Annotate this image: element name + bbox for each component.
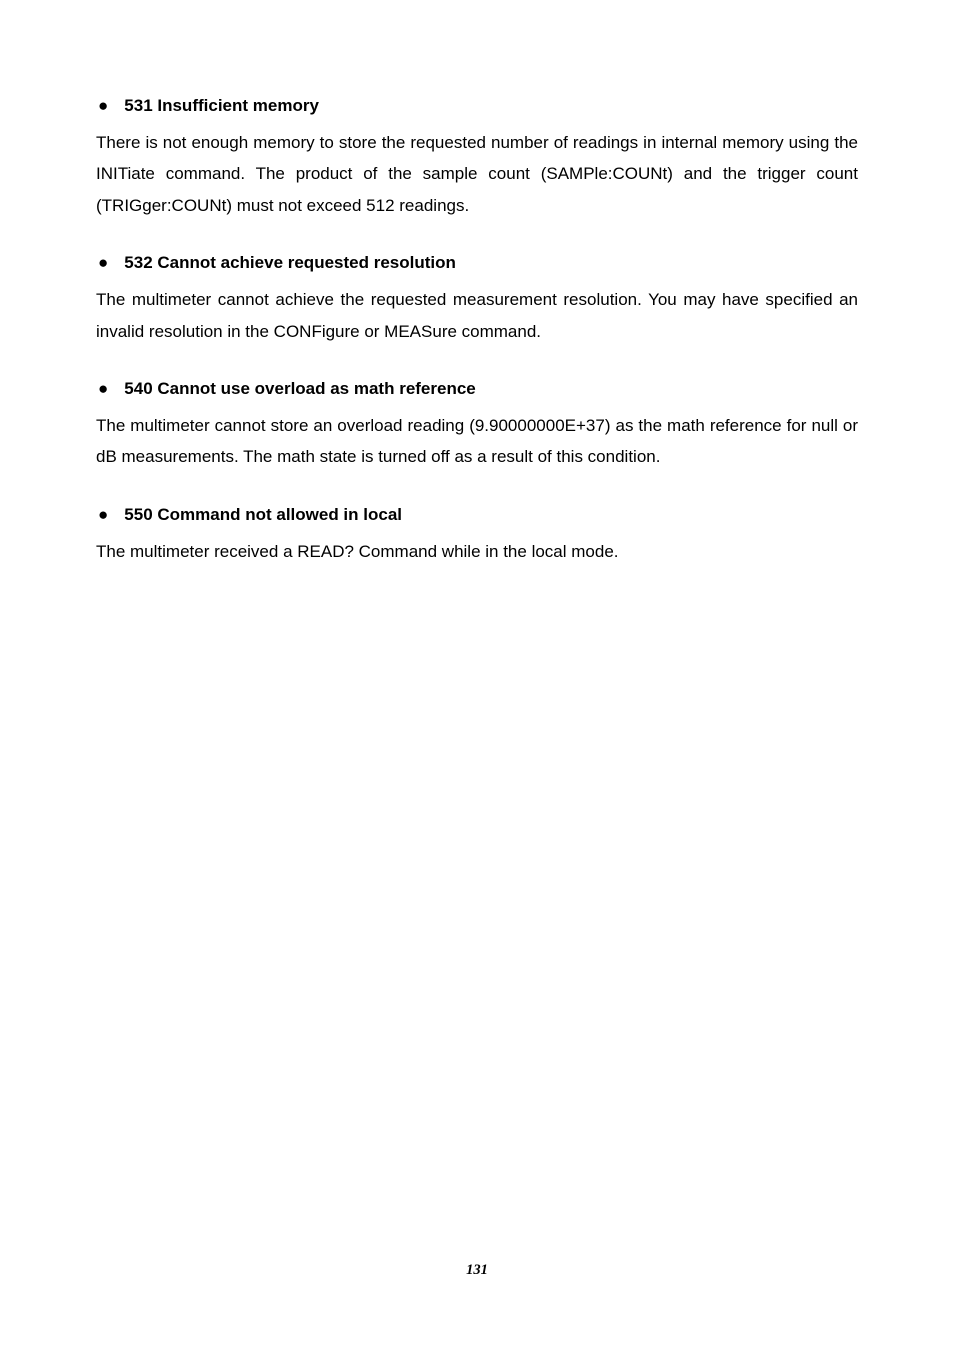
bullet-icon: ●	[98, 249, 108, 278]
bullet-icon: ●	[98, 501, 108, 530]
section-body: There is not enough memory to store the …	[96, 127, 858, 221]
section-heading: 531 Insufficient memory	[124, 92, 319, 121]
page-content: ● 531 Insufficient memory There is not e…	[0, 0, 954, 567]
heading-row: ● 550 Command not allowed in local	[96, 501, 858, 530]
section-heading: 550 Command not allowed in local	[124, 501, 402, 530]
section-body: The multimeter cannot store an overload …	[96, 410, 858, 473]
bullet-icon: ●	[98, 92, 108, 121]
heading-row: ● 531 Insufficient memory	[96, 92, 858, 121]
section-540: ● 540 Cannot use overload as math refere…	[96, 375, 858, 473]
heading-row: ● 532 Cannot achieve requested resolutio…	[96, 249, 858, 278]
section-531: ● 531 Insufficient memory There is not e…	[96, 92, 858, 221]
section-body: The multimeter cannot achieve the reques…	[96, 284, 858, 347]
section-body: The multimeter received a READ? Command …	[96, 536, 858, 567]
section-532: ● 532 Cannot achieve requested resolutio…	[96, 249, 858, 347]
section-heading: 532 Cannot achieve requested resolution	[124, 249, 456, 278]
section-heading: 540 Cannot use overload as math referenc…	[124, 375, 475, 404]
page-number: 131	[0, 1262, 954, 1279]
section-550: ● 550 Command not allowed in local The m…	[96, 501, 858, 567]
bullet-icon: ●	[98, 375, 108, 404]
heading-row: ● 540 Cannot use overload as math refere…	[96, 375, 858, 404]
